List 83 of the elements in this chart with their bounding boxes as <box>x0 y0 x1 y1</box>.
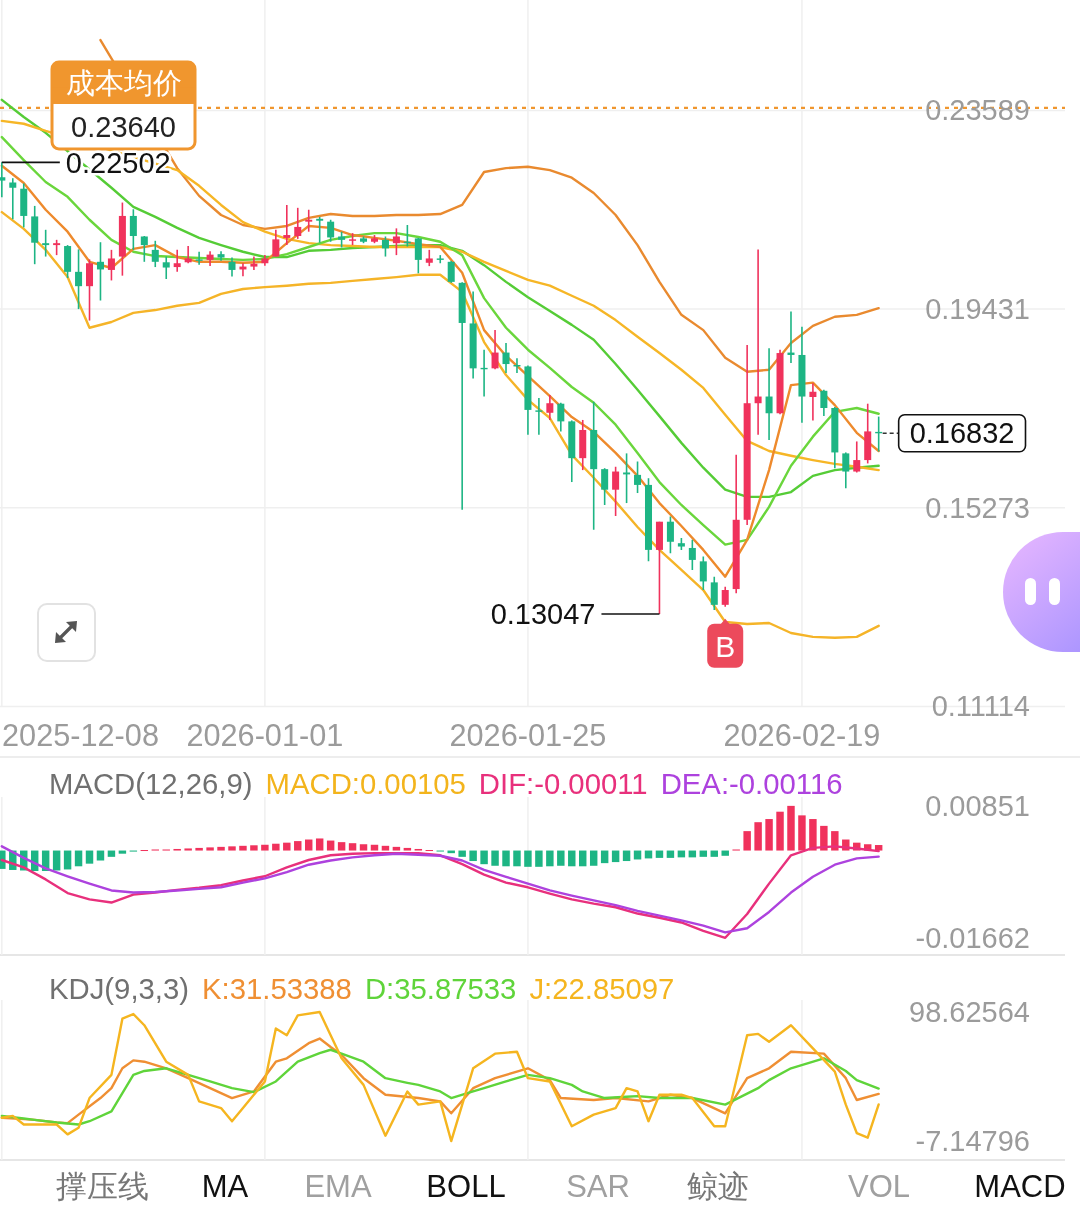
bar <box>809 819 817 851</box>
y-tick-label: 98.62564 <box>909 996 1030 1029</box>
bar <box>743 831 751 851</box>
bar <box>568 850 576 867</box>
bar <box>820 825 828 851</box>
line-series <box>0 210 880 639</box>
bar <box>513 850 521 867</box>
text: J:22.85097 <box>529 971 675 1005</box>
bar <box>74 850 83 867</box>
bar <box>359 844 368 851</box>
text: 鲸迹 <box>687 1168 749 1204</box>
bar <box>557 850 565 866</box>
y-tick-label: 0.11114 <box>931 690 1030 723</box>
bar <box>315 838 324 851</box>
text: VOL <box>847 1168 911 1204</box>
text: BOLL <box>426 1168 506 1204</box>
bar <box>754 822 762 851</box>
bar <box>217 846 225 851</box>
bar <box>392 846 401 851</box>
bar <box>206 847 214 851</box>
annotation: B <box>715 630 736 664</box>
bar <box>491 850 499 866</box>
bar <box>579 850 587 867</box>
bar <box>524 850 532 867</box>
bar <box>305 839 313 851</box>
bar <box>546 850 554 867</box>
bar <box>502 850 510 867</box>
bar <box>535 850 543 867</box>
annotation: 0.23640 <box>71 110 176 143</box>
bar <box>348 843 357 851</box>
annotation: 0.16832 <box>909 417 1015 450</box>
text: MACD <box>974 1168 1066 1204</box>
text: MA <box>201 1168 249 1204</box>
y-tick-label: 0.19431 <box>925 293 1030 326</box>
bar <box>294 841 302 851</box>
bar <box>326 840 335 851</box>
bar <box>261 844 269 851</box>
bar <box>765 819 773 851</box>
bar <box>0 850 6 869</box>
ref-label: 成本均价 0.23640 <box>50 60 197 151</box>
line-series <box>0 1010 880 1143</box>
bar <box>787 805 795 851</box>
text: EMA <box>304 1168 372 1204</box>
y-tick-label: 0.23589 <box>925 94 1030 127</box>
bar <box>480 850 488 865</box>
bar <box>85 850 94 864</box>
bar <box>611 850 620 863</box>
x-tick-label: 2026-01-25 <box>449 717 607 753</box>
bar <box>589 850 598 866</box>
chart-title: KDJ(9,3,3) <box>49 971 190 1005</box>
bar <box>776 811 784 851</box>
bar <box>370 844 379 851</box>
bar <box>239 845 247 851</box>
bar <box>184 848 192 851</box>
text: 撑压线 <box>55 1168 149 1204</box>
text: D:35.87533 <box>364 971 517 1005</box>
bar <box>622 850 631 862</box>
text: K:31.53388 <box>202 971 352 1005</box>
ref-line-label: 成本均价 <box>65 66 182 99</box>
bar <box>283 842 291 851</box>
bar <box>272 843 280 851</box>
bar <box>458 850 466 857</box>
bar <box>721 850 729 856</box>
bar <box>337 842 346 851</box>
bar <box>118 850 127 854</box>
bar <box>798 815 806 851</box>
x-tick-label: 2026-02-19 <box>723 717 881 753</box>
y-tick-label: -7.14796 <box>915 1125 1030 1158</box>
bar <box>403 847 412 851</box>
bar <box>195 847 203 851</box>
y-tick-label: 0.15273 <box>925 491 1030 524</box>
bar <box>250 845 258 851</box>
text: SAR <box>566 1168 630 1204</box>
y-tick-label: 0.00851 <box>925 789 1030 822</box>
legend: MACD(12,26,9) MACD:0.00105 DIF:-0.00011 DEA:-0.00116 <box>49 766 843 800</box>
x-tick-label: 2026-01-01 <box>186 717 344 753</box>
bar <box>96 850 105 861</box>
annotation: 0.13047 <box>490 598 596 631</box>
bar <box>228 846 236 851</box>
bar <box>381 845 390 851</box>
y-tick-label: -0.01662 <box>915 921 1030 954</box>
x-tick-label: 2025-12-08 <box>2 717 159 753</box>
bar <box>469 850 477 862</box>
